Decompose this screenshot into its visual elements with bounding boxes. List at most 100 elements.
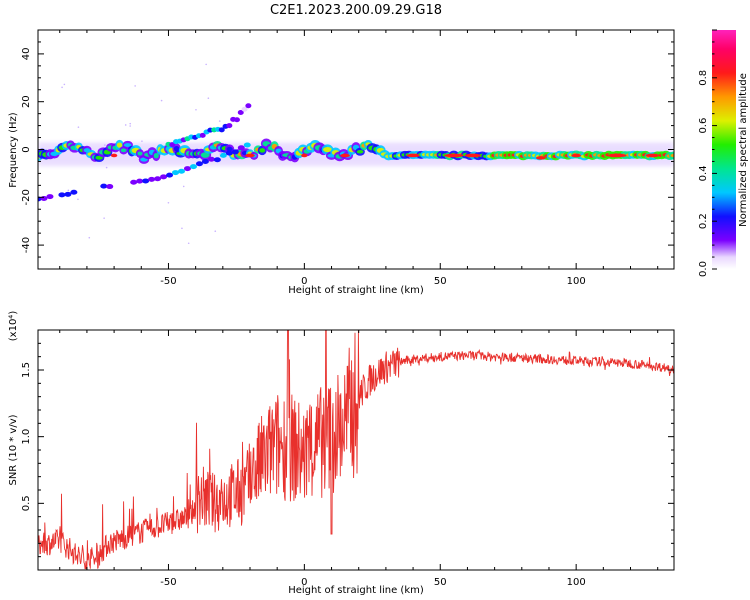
spectro-peak xyxy=(406,153,420,158)
snr-y-tick-label: 0.5 xyxy=(21,495,32,511)
spectro-band-core xyxy=(137,151,143,156)
spectro-lower-branch-blob xyxy=(225,150,233,156)
spectro-lower-branch-blob xyxy=(201,158,209,164)
spectro-noise-dot xyxy=(61,86,63,89)
spectro-peak xyxy=(340,153,350,158)
spectro-lower-branch-blob xyxy=(231,149,239,155)
spectro-lower-branch-blob xyxy=(183,166,191,172)
spectro-noise-dot xyxy=(195,108,197,111)
spectro-peak xyxy=(464,153,481,158)
spectrogram-y-axis-label: Frequency (Hz) xyxy=(8,112,19,188)
spectro-x-tick-label: 100 xyxy=(567,276,586,287)
colorbar-tick-label: 0.2 xyxy=(698,213,709,229)
spectro-lower-branch-blob xyxy=(148,176,156,182)
spectro-band-core xyxy=(153,152,159,159)
snr-ticks: -50 0 50 100 0.5 1.0 1.5 xyxy=(21,329,674,588)
spectro-lower-branch-blob xyxy=(207,156,215,162)
colorbar-ticks: 0.0 0.2 0.4 0.6 0.8 xyxy=(698,29,717,277)
spectro-lower-branch-blob xyxy=(46,194,54,200)
spectro-band-core xyxy=(323,147,332,153)
spectro-band-core xyxy=(200,152,210,158)
spectro-band-core xyxy=(116,142,123,148)
spectro-lower-branch-blob xyxy=(189,164,197,170)
snr-panel: -50 0 50 100 0.5 1.0 1.5 (x10⁴) Height of stra… xyxy=(8,311,675,596)
spectro-noise-dot xyxy=(129,125,131,127)
colorbar-gradient xyxy=(712,30,736,269)
spectro-lower-branch-blob xyxy=(154,176,162,182)
spectro-peak xyxy=(245,153,255,158)
colorbar-label: Normalized spectral amplitude xyxy=(738,73,749,227)
spectro-noise-dot xyxy=(67,189,70,192)
colorbar: 0.0 0.2 0.4 0.6 0.8 Normalized spectral ampl… xyxy=(698,29,749,277)
spectro-lower-branch-blob xyxy=(178,168,186,174)
spectro-noise-dot xyxy=(134,85,136,87)
spectro-x-tick-label: 50 xyxy=(434,276,447,287)
spectro-peak xyxy=(645,153,659,158)
colorbar-tick-label: 0.8 xyxy=(698,70,709,86)
spectro-y-tick-label: -20 xyxy=(21,189,32,205)
snr-x-axis-label: Height of straight line (km) xyxy=(288,585,424,596)
spectro-noise-dot xyxy=(187,242,190,245)
spectro-noise-dot xyxy=(181,227,183,230)
spectro-band-core xyxy=(259,148,266,153)
spectro-lower-branch-blob xyxy=(172,170,180,176)
snr-x-tick-label: 50 xyxy=(434,577,447,588)
spectro-upper-branch-blob xyxy=(237,110,244,116)
spectro-noise-dot xyxy=(207,97,210,99)
spectro-upper-branch-blob xyxy=(218,127,225,133)
spectro-band-core xyxy=(120,148,127,153)
spectro-noise-dot xyxy=(218,120,221,122)
spectro-lower-branch-blob xyxy=(219,152,227,158)
spectro-upper-branch-blob xyxy=(226,123,233,129)
spectro-band-core xyxy=(670,153,674,158)
spectro-noise-dot xyxy=(77,198,79,201)
snr-y-tick-label: 1.5 xyxy=(21,362,32,378)
spectrogram-marks xyxy=(38,63,674,245)
spectro-band-halo xyxy=(38,142,674,167)
spectro-lower-branch-blob xyxy=(40,196,48,202)
spectro-lower-branch-blob xyxy=(58,192,66,198)
spectro-upper-branch-blob xyxy=(241,106,248,112)
spectro-x-tick-label: -50 xyxy=(160,276,176,287)
spectro-peak xyxy=(536,156,546,160)
spectro-noise-dot xyxy=(124,124,127,126)
spectro-peak xyxy=(301,153,308,158)
snr-x-tick-label: 100 xyxy=(567,577,586,588)
spectro-lower-branch-blob xyxy=(130,179,138,185)
spectrogram-x-axis-label: Height of straight line (km) xyxy=(288,285,424,296)
spectro-upper-branch-blob xyxy=(233,117,240,123)
spectro-noise-dot xyxy=(105,166,108,169)
spectro-peak xyxy=(607,153,627,158)
spectro-peak xyxy=(444,153,464,158)
spectro-noise-dot xyxy=(77,126,80,128)
snr-marks xyxy=(38,330,674,570)
spectro-y-tick-label: 20 xyxy=(21,95,32,108)
spectro-upper-branch-blob xyxy=(169,142,176,148)
snr-y-axis-label: SNR (10 * v/v) xyxy=(8,414,19,485)
spectro-noise-dot xyxy=(141,140,143,142)
spectrogram-panel: -50 0 50 100 -40 -20 0 20 40 Height of straight … xyxy=(8,29,675,296)
spectro-noise-dot xyxy=(205,63,207,66)
spectro-lower-branch-blob xyxy=(136,178,144,184)
spectro-upper-branch-blob xyxy=(199,132,206,138)
spectro-peak xyxy=(571,153,581,158)
spectro-noise-dot xyxy=(63,83,66,86)
spectro-lower-branch-blob xyxy=(142,178,150,184)
spectro-noise-dot xyxy=(219,153,221,155)
spectro-band-core xyxy=(356,149,364,154)
spectro-noise-dot xyxy=(160,99,163,102)
spectro-y-tick-label: 40 xyxy=(21,48,32,61)
spectro-noise-dot xyxy=(167,201,170,204)
snr-series-line xyxy=(38,330,674,570)
spectro-noise-dot xyxy=(182,185,185,188)
snr-x-tick-label: -50 xyxy=(160,577,176,588)
spectro-noise-dot xyxy=(103,217,105,219)
snr-plot-area xyxy=(38,330,674,570)
spectrogram-ticks: -50 0 50 100 -40 -20 0 20 40 xyxy=(21,29,674,287)
spectro-noise-dot xyxy=(129,122,132,125)
snr-y-tick-label: 1.0 xyxy=(21,429,32,445)
spectro-lower-branch-blob xyxy=(195,161,203,167)
spectro-lower-branch-blob xyxy=(213,157,221,163)
spectro-lower-branch-blob xyxy=(106,184,114,190)
